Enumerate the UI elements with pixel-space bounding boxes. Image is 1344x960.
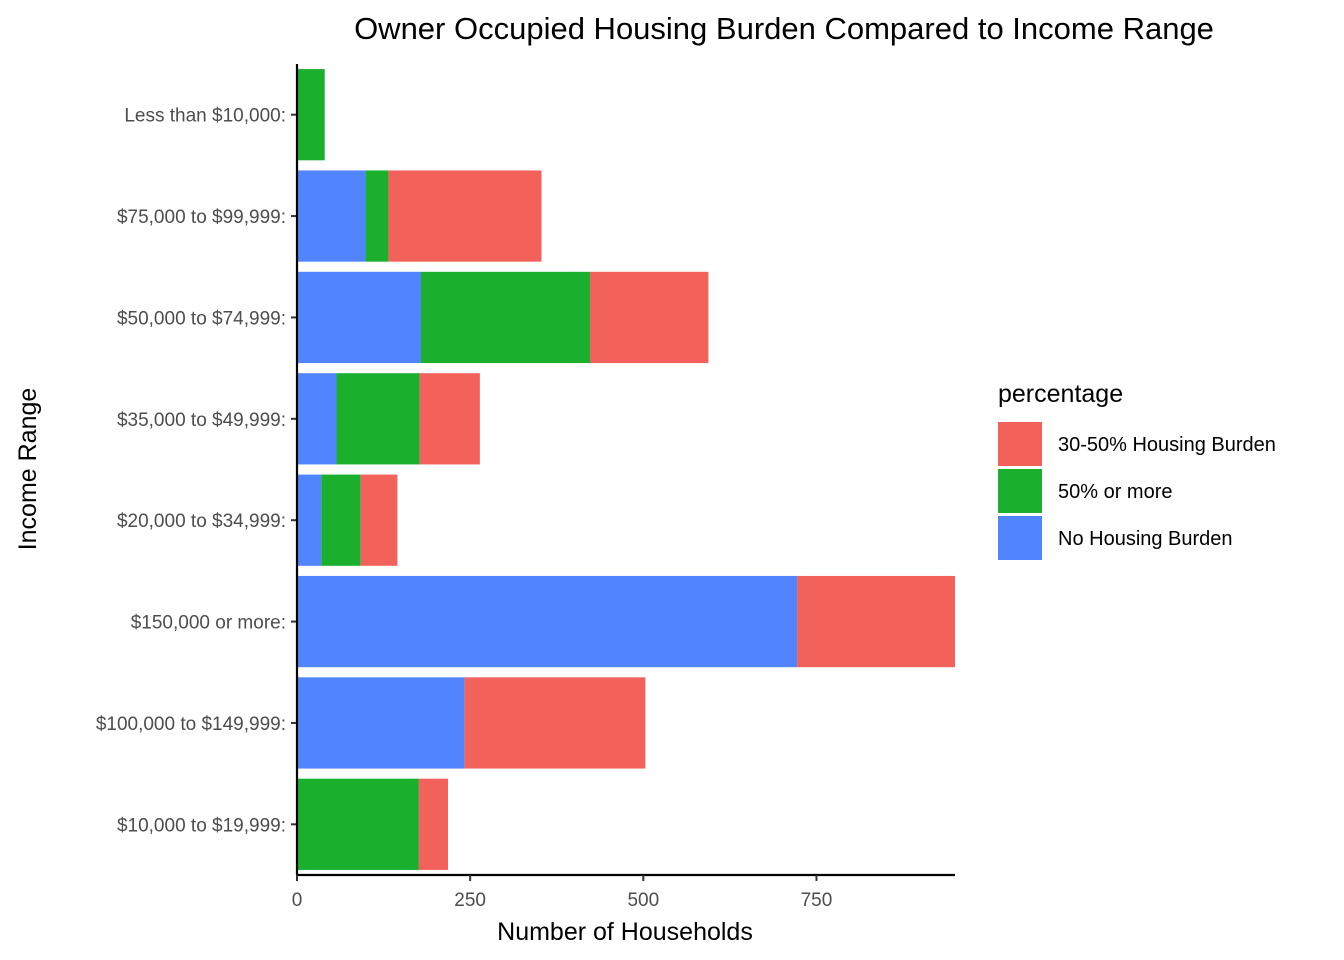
bar-50-000-to-74-999-no-housing-burden (297, 271, 421, 364)
bar-150-000-or-more-no-housing-burden (297, 575, 798, 668)
y-axis-title: Income Range (14, 388, 42, 551)
x-tick-label: 0 (292, 890, 303, 911)
legend-swatch-30-50-housing-burden (998, 422, 1042, 466)
y-tick-label: $35,000 to $49,999: (117, 410, 286, 431)
legend-swatch-50-or-more (998, 469, 1042, 513)
bar-75-000-to-99-999-30-50-housing-burden (388, 170, 542, 262)
bar-less-than-10-000-50-or-more (297, 69, 325, 161)
legend-label-30-50-housing-burden: 30-50% Housing Burden (1058, 434, 1276, 456)
x-tick-label: 750 (801, 890, 833, 911)
y-tick-label: $75,000 to $99,999: (117, 207, 286, 228)
bar-100-000-to-149-999-no-housing-burden (297, 677, 465, 769)
legend-label-no-housing-burden: No Housing Burden (1058, 528, 1233, 550)
x-axis: 0 250 500 750 (292, 873, 955, 911)
bar-35-000-to-49-999-30-50-housing-burden (419, 373, 480, 465)
bar-50-000-to-74-999-50-or-more (420, 271, 590, 364)
y-tick-label: $50,000 to $74,999: (117, 308, 286, 329)
x-tick-label: 250 (454, 890, 486, 911)
y-tick-label: $150,000 or more: (131, 613, 286, 634)
bar-10-000-to-19-999-30-50-housing-burden (418, 778, 448, 870)
bar-100-000-to-149-999-30-50-housing-burden (464, 677, 646, 769)
bar-35-000-to-49-999-50-or-more (336, 373, 420, 465)
bar-20-000-to-34-999-50-or-more (321, 474, 361, 566)
bar-75-000-to-99-999-50-or-more (365, 170, 389, 262)
y-axis: Less than $10,000: $75,000 to $99,999: $50… (96, 64, 299, 875)
legend-label-50-or-more: 50% or more (1058, 481, 1173, 503)
bar-150-000-or-more-30-50-housing-burden (797, 575, 955, 668)
x-tick-label: 500 (627, 890, 659, 911)
bars-group (297, 69, 955, 870)
legend-title: percentage (998, 380, 1123, 408)
legend-swatch-no-housing-burden (998, 516, 1042, 560)
bar-20-000-to-34-999-30-50-housing-burden (360, 474, 398, 566)
y-tick-label: Less than $10,000: (124, 106, 286, 127)
bar-20-000-to-34-999-no-housing-burden (297, 474, 322, 566)
y-tick-label: $10,000 to $19,999: (117, 815, 286, 836)
y-tick-label: $100,000 to $149,999: (96, 714, 286, 735)
bar-35-000-to-49-999-no-housing-burden (297, 373, 337, 465)
x-axis-title: Number of Households (497, 918, 753, 946)
chart-title: Owner Occupied Housing Burden Compared t… (354, 11, 1214, 46)
bar-75-000-to-99-999-no-housing-burden (297, 170, 366, 262)
bar-50-000-to-74-999-30-50-housing-burden (589, 271, 709, 364)
legend: percentage 30-50% Housing Burden 50% or m… (998, 380, 1276, 560)
bar-10-000-to-19-999-50-or-more (297, 778, 419, 870)
y-tick-label: $20,000 to $34,999: (117, 511, 286, 532)
